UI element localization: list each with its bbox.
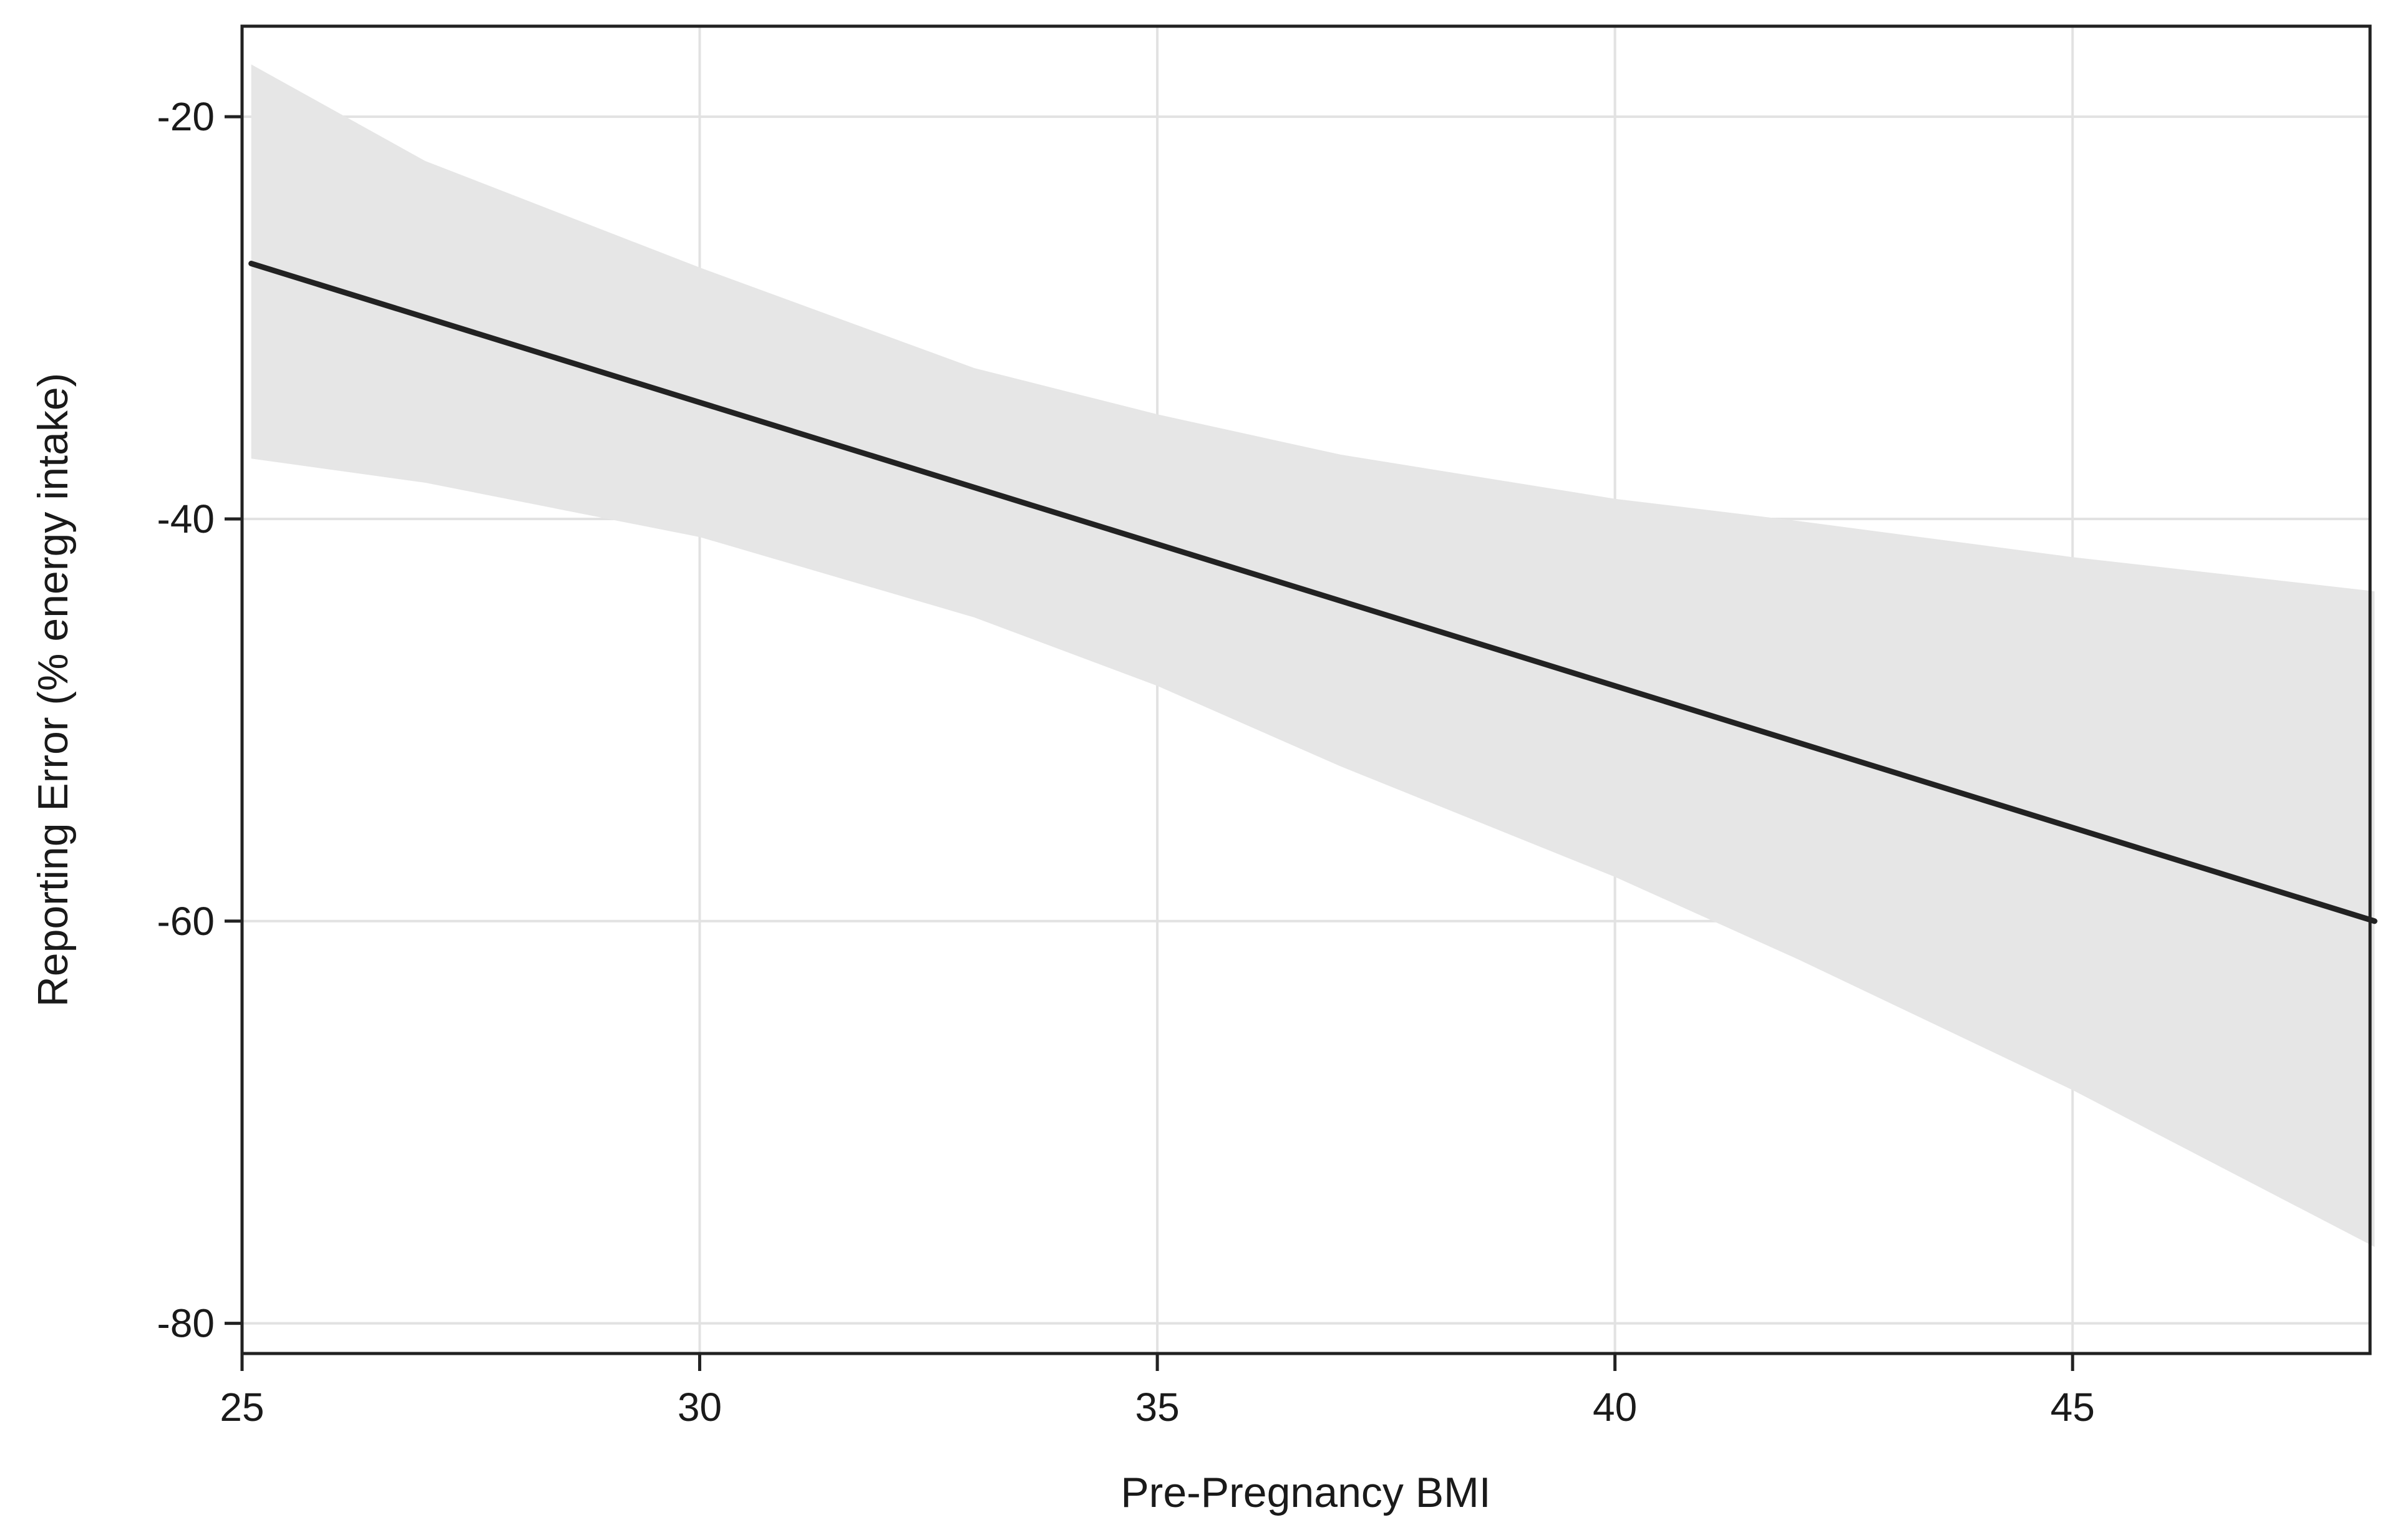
y-tick-label-2: -60 <box>157 899 215 944</box>
x-tick-label-1: 30 <box>678 1385 722 1430</box>
x-tick-label-2: 35 <box>1135 1385 1180 1430</box>
x-tick-label-0: 25 <box>220 1385 264 1430</box>
plot-frame <box>240 24 2372 1355</box>
y-tick-label-3: -80 <box>157 1301 215 1346</box>
gridlines <box>241 26 2370 1354</box>
confidence-band-layer <box>251 64 2375 1247</box>
x-tick-label-3: 40 <box>1593 1385 1637 1430</box>
regression-line-layer <box>248 261 2378 924</box>
x-axis-title: Pre-Pregnancy BMI <box>1120 1469 1490 1516</box>
x-tick-label-4: 45 <box>2051 1385 2095 1430</box>
y-axis-title: Reporting Error (% energy intake) <box>29 373 77 1007</box>
y-axis-ticks: -20 -40 -60 -80 <box>157 94 242 1346</box>
y-tick-label-0: -20 <box>157 94 215 139</box>
regression-line-0 <box>248 261 2378 924</box>
confidence-band <box>251 64 2375 1247</box>
y-tick-label-1: -40 <box>157 496 215 541</box>
x-axis-ticks: 25 30 35 40 45 <box>220 1354 2095 1430</box>
